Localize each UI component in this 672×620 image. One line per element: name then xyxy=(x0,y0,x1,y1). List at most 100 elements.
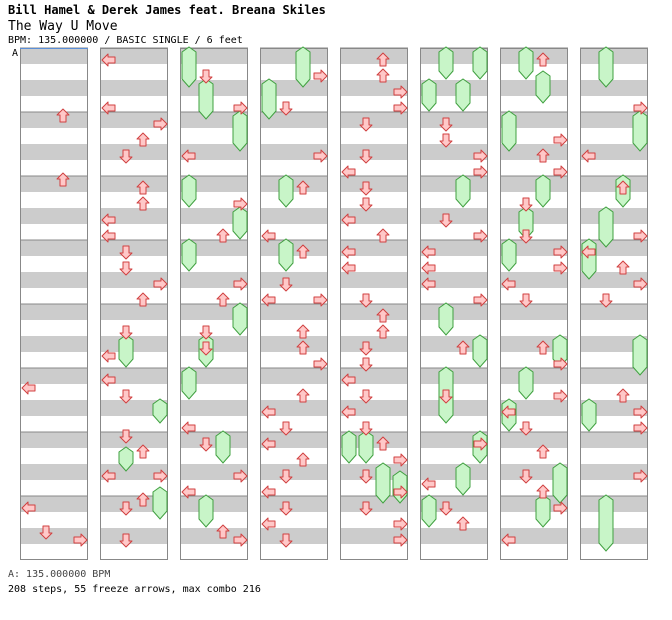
beat-stripe xyxy=(20,80,88,96)
step-arrow-left xyxy=(181,485,196,499)
step-arrow-up xyxy=(216,292,230,307)
step-arrow-up xyxy=(56,108,70,123)
beat-stripe xyxy=(500,528,568,544)
beat-stripe xyxy=(420,80,488,96)
beat-stripe xyxy=(500,112,568,128)
freeze-arrow xyxy=(278,174,294,208)
step-arrow-right xyxy=(633,469,648,483)
step-arrow-up xyxy=(296,340,310,355)
step-arrow-down xyxy=(199,325,213,340)
step-arrow-right xyxy=(633,277,648,291)
freeze-arrow xyxy=(501,238,517,272)
step-arrow-up xyxy=(296,244,310,259)
step-arrow-right xyxy=(473,149,488,163)
beat-stripe xyxy=(100,368,168,384)
beat-stripe xyxy=(500,464,568,480)
step-arrow-down xyxy=(119,261,133,276)
beat-stripe xyxy=(580,144,648,160)
freeze-arrow xyxy=(215,430,231,464)
step-arrow-right xyxy=(233,469,248,483)
step-arrow-right xyxy=(73,533,88,547)
step-arrow-up xyxy=(296,388,310,403)
beat-stripe xyxy=(580,400,648,416)
step-arrow-right xyxy=(553,165,568,179)
step-arrow-left xyxy=(101,229,116,243)
step-arrow-up xyxy=(616,180,630,195)
beat-stripe xyxy=(420,272,488,288)
freeze-arrow xyxy=(181,366,197,400)
step-arrow-right xyxy=(313,149,328,163)
step-arrow-left xyxy=(101,101,116,115)
step-arrow-down xyxy=(279,421,293,436)
beat-stripe xyxy=(500,432,568,448)
freeze-arrow xyxy=(438,302,454,336)
step-arrow-right xyxy=(313,293,328,307)
step-arrow-up xyxy=(456,516,470,531)
freeze-arrow xyxy=(455,78,471,112)
step-arrow-down xyxy=(279,277,293,292)
freeze-arrow xyxy=(421,78,437,112)
step-arrow-down xyxy=(359,357,373,372)
freeze-arrow xyxy=(232,110,248,152)
step-arrow-left xyxy=(341,245,356,259)
beat-stripe xyxy=(340,48,408,64)
beat-stripe xyxy=(20,368,88,384)
beat-stripe xyxy=(20,112,88,128)
beat-stripe xyxy=(500,144,568,160)
beat-stripe xyxy=(420,464,488,480)
beat-stripe xyxy=(340,80,408,96)
beat-stripe xyxy=(500,336,568,352)
beat-stripe xyxy=(180,400,248,416)
step-arrow-right xyxy=(313,357,328,371)
beat-stripe xyxy=(420,400,488,416)
beat-stripe xyxy=(180,528,248,544)
beat-stripe xyxy=(260,176,328,192)
beat-stripe xyxy=(180,496,248,512)
step-arrow-left xyxy=(21,501,36,515)
beat-stripe xyxy=(260,272,328,288)
beat-stripe xyxy=(100,304,168,320)
beat-stripe xyxy=(580,464,648,480)
step-arrow-left xyxy=(341,261,356,275)
beat-stripe xyxy=(100,464,168,480)
step-arrow-down xyxy=(199,437,213,452)
beat-stripe xyxy=(260,336,328,352)
footer-bpm-list: A: 135.000000 BPM xyxy=(8,569,111,580)
beat-stripe xyxy=(20,304,88,320)
step-arrow-right xyxy=(153,117,168,131)
step-arrow-down xyxy=(199,69,213,84)
beat-stripe xyxy=(340,208,408,224)
column-border xyxy=(340,48,408,560)
freeze-arrow xyxy=(552,334,568,368)
step-arrow-right xyxy=(393,85,408,99)
beat-stripe xyxy=(420,368,488,384)
freeze-arrow xyxy=(181,238,197,272)
step-arrow-right xyxy=(633,229,648,243)
beat-stripe xyxy=(260,48,328,64)
step-arrow-down xyxy=(279,101,293,116)
beat-stripe xyxy=(100,48,168,64)
column-border xyxy=(260,48,328,560)
freeze-arrow xyxy=(295,46,311,88)
step-arrow-right xyxy=(553,245,568,259)
step-arrow-up xyxy=(296,180,310,195)
freeze-arrow xyxy=(518,46,534,80)
footer-step-stats: 208 steps, 55 freeze arrows, max combo 2… xyxy=(8,584,261,595)
step-arrow-left xyxy=(261,517,276,531)
beat-stripe xyxy=(500,48,568,64)
beat-stripe xyxy=(180,176,248,192)
beat-stripe xyxy=(580,496,648,512)
step-arrow-right xyxy=(153,469,168,483)
step-arrow-up xyxy=(216,228,230,243)
beat-stripe xyxy=(20,272,88,288)
step-arrow-right xyxy=(633,405,648,419)
beat-stripe xyxy=(100,400,168,416)
freeze-arrow xyxy=(472,334,488,368)
step-arrow-down xyxy=(519,421,533,436)
beat-stripe xyxy=(180,208,248,224)
beat-stripe xyxy=(180,144,248,160)
step-arrow-right xyxy=(633,421,648,435)
step-arrow-down xyxy=(439,117,453,132)
beat-stripe xyxy=(500,208,568,224)
